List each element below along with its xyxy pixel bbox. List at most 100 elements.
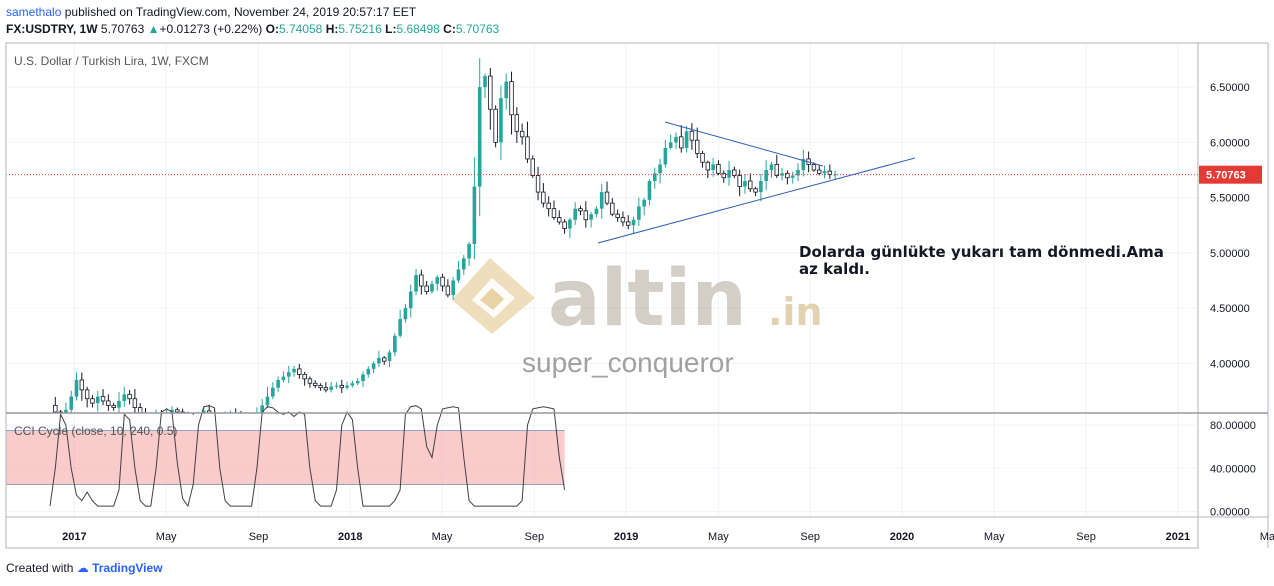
candle-body [637, 206, 641, 220]
candle-body [568, 219, 572, 229]
candle [313, 380, 318, 389]
candle [679, 125, 684, 153]
candle-body [286, 372, 291, 377]
candle-body [106, 400, 111, 406]
candle [652, 167, 657, 189]
high-label: H: [325, 22, 339, 36]
candle [292, 365, 296, 377]
candle-body [674, 136, 678, 143]
candle [541, 183, 546, 208]
candle [483, 73, 487, 99]
altin-logo-icon [452, 258, 535, 334]
candle-body [371, 363, 376, 369]
candle-body [493, 108, 498, 143]
candle [509, 71, 514, 135]
candle [419, 269, 424, 295]
candle [127, 390, 132, 405]
footer: Created with ☁ TradingView [6, 561, 163, 575]
author-link[interactable]: samethalo [6, 5, 62, 19]
candle-body [281, 376, 286, 380]
watermark-brand: altin [548, 254, 747, 344]
candle-body [716, 164, 721, 174]
candle-body [451, 280, 455, 295]
annotation-text[interactable]: Dolarda günlükte yukarı tam dönmedi.Ama … [799, 243, 1164, 278]
change-value: +0.01273 (+0.22%) [159, 22, 263, 36]
candle [84, 386, 90, 408]
candle [557, 210, 562, 225]
candle-body [175, 409, 180, 413]
candle-body [546, 202, 551, 210]
candle [493, 105, 498, 148]
candle [578, 205, 583, 216]
candle [785, 170, 790, 185]
candle [281, 371, 286, 383]
candle-body [276, 379, 280, 388]
candle-body [377, 357, 381, 364]
candle-body [620, 217, 626, 223]
candle-body [271, 387, 275, 397]
cci-tick-label: 80.00000 [1210, 420, 1256, 432]
candle [117, 392, 121, 413]
candle [615, 209, 620, 222]
candle-body [297, 368, 302, 375]
time-tick-label: May [984, 531, 1005, 543]
candle [801, 149, 806, 177]
candle-body [122, 394, 127, 401]
main-chart-title: U.S. Dollar / Turkish Lira, 1W, FXCM [14, 54, 209, 68]
tradingview-link[interactable]: TradingView [92, 561, 163, 575]
candle-body [132, 398, 138, 408]
candle-body [759, 181, 763, 193]
high-value: 5.75216 [338, 22, 382, 36]
candle [456, 260, 461, 284]
candle [700, 150, 705, 168]
candle [329, 381, 333, 393]
candle-body [398, 319, 402, 336]
candle-body [307, 378, 313, 384]
candle-body [414, 274, 418, 292]
candle-body [393, 335, 397, 353]
candle [132, 389, 138, 413]
candle-body [663, 147, 668, 165]
candle-body [541, 191, 546, 204]
candle-body [74, 379, 79, 397]
candle-body [329, 386, 333, 390]
candle [361, 371, 365, 388]
candle-body [467, 244, 471, 259]
candle [461, 254, 466, 275]
candle-body [658, 164, 662, 174]
candle [499, 85, 503, 160]
symbol-label: FX:USDTRY, 1W [6, 22, 98, 36]
candle-body [705, 161, 711, 171]
candle [796, 163, 800, 182]
lower-trendline[interactable] [597, 157, 916, 244]
candle [535, 166, 541, 201]
candle [387, 349, 392, 368]
time-tick-label: 2021 [1166, 531, 1190, 543]
candle-body [514, 114, 520, 132]
candle [589, 212, 593, 228]
candle-body [260, 405, 264, 413]
candle [663, 140, 668, 168]
candle [69, 390, 74, 413]
candle-body [562, 221, 567, 229]
candle-body [684, 131, 689, 148]
upper-trendline[interactable] [664, 121, 824, 167]
candle [562, 219, 567, 234]
candle [318, 383, 323, 391]
candle-body [111, 404, 116, 408]
candle [64, 402, 68, 413]
trendlines[interactable] [597, 121, 916, 244]
candle [620, 211, 626, 227]
close-label: C: [443, 22, 456, 36]
up-arrow-icon: ▲ [147, 22, 160, 36]
candle [695, 127, 700, 159]
candle-body [631, 219, 636, 226]
candle [122, 386, 127, 407]
candle-body [100, 396, 106, 402]
candle [711, 157, 715, 177]
candle [366, 366, 371, 378]
candle-body [535, 175, 541, 193]
cci-band [6, 430, 565, 485]
candle-body [334, 385, 339, 387]
